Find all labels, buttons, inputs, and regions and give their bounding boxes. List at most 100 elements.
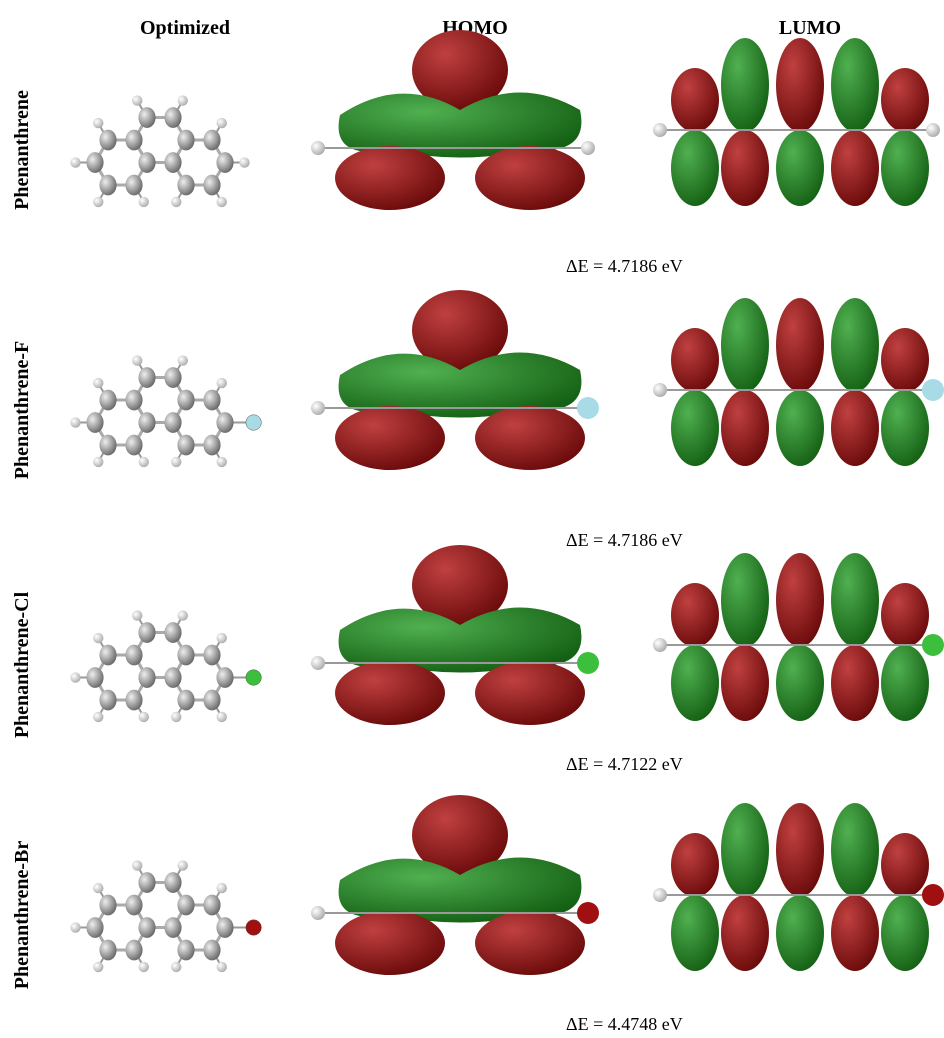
hydrogen-atom xyxy=(653,123,667,137)
carbon-atom xyxy=(177,435,194,456)
hydrogen-atom xyxy=(311,141,325,155)
carbon-atom xyxy=(164,367,181,388)
hydrogen-atom xyxy=(139,962,149,972)
carbon-atom xyxy=(177,940,194,961)
carbon-atom xyxy=(138,152,155,173)
substituent-atom xyxy=(577,397,599,419)
carbon-atom xyxy=(125,940,142,961)
hydrogen-atom xyxy=(239,157,249,167)
carbon-atom xyxy=(164,667,181,688)
hydrogen-atom xyxy=(217,457,227,467)
lobe xyxy=(721,645,769,721)
hydrogen-atom xyxy=(171,962,181,972)
carbon-atom xyxy=(99,435,116,456)
lobe xyxy=(721,895,769,971)
hydrogen-atom xyxy=(581,141,595,155)
lobe xyxy=(881,68,929,132)
lobe xyxy=(671,390,719,466)
figure: Optimized HOMO LUMO PhenanthreneΔE = 4.7… xyxy=(0,0,944,1038)
carbon-atom xyxy=(177,645,194,666)
carbon-atom xyxy=(99,690,116,711)
lobe xyxy=(671,583,719,647)
lobe xyxy=(721,390,769,466)
substituent-atom xyxy=(246,415,262,431)
hydrogen-atom xyxy=(653,638,667,652)
hydrogen-atom xyxy=(139,197,149,207)
carbon-atom xyxy=(138,107,155,128)
carbon-atom xyxy=(164,917,181,938)
hydrogen-atom xyxy=(926,123,940,137)
hydrogen-atom xyxy=(70,157,80,167)
delta-e: ΔE = 4.7186 eV xyxy=(566,530,683,550)
lobe xyxy=(475,661,585,725)
hydrogen-atom xyxy=(132,860,142,870)
carbon-atom xyxy=(164,107,181,128)
hydrogen-atom xyxy=(178,860,188,870)
lobe xyxy=(881,833,929,897)
hydrogen-atom xyxy=(178,355,188,365)
lobe xyxy=(776,645,824,721)
carbon-atom xyxy=(99,130,116,151)
lobe xyxy=(831,895,879,971)
carbon-atom xyxy=(203,175,220,196)
substituent-atom xyxy=(246,920,262,936)
substituent-atom xyxy=(922,884,944,906)
hydrogen-atom xyxy=(217,712,227,722)
hydrogen-atom xyxy=(93,118,103,128)
row: Phenanthrene-FΔE = 4.7186 eV xyxy=(11,290,944,550)
carbon-atom xyxy=(164,622,181,643)
lobe xyxy=(721,553,769,647)
lobe xyxy=(881,645,929,721)
hydrogen-atom xyxy=(93,633,103,643)
lobe xyxy=(335,146,445,210)
carbon-atom xyxy=(99,940,116,961)
row-label: Phenanthrene-Br xyxy=(11,841,33,990)
carbon-atom xyxy=(99,175,116,196)
carbon-atom xyxy=(125,390,142,411)
lobe xyxy=(335,406,445,470)
carbon-atom xyxy=(164,412,181,433)
lobe xyxy=(671,68,719,132)
lobe xyxy=(831,390,879,466)
lobe xyxy=(475,911,585,975)
hydrogen-atom xyxy=(178,610,188,620)
lobe xyxy=(475,406,585,470)
carbon-atom xyxy=(86,667,103,688)
lobe xyxy=(335,661,445,725)
carbon-atom xyxy=(216,412,233,433)
carbon-atom xyxy=(203,390,220,411)
hydrogen-atom xyxy=(311,656,325,670)
carbon-atom xyxy=(216,667,233,688)
lobe xyxy=(776,298,824,392)
lobe xyxy=(671,328,719,392)
carbon-atom xyxy=(138,622,155,643)
lobe xyxy=(831,803,879,897)
lobe xyxy=(881,390,929,466)
carbon-atom xyxy=(138,917,155,938)
lobe xyxy=(881,328,929,392)
lobe xyxy=(721,298,769,392)
carbon-atom xyxy=(164,872,181,893)
hydrogen-atom xyxy=(311,401,325,415)
lobe xyxy=(831,298,879,392)
carbon-atom xyxy=(177,175,194,196)
hydrogen-atom xyxy=(178,95,188,105)
delta-e: ΔE = 4.4748 eV xyxy=(566,1014,683,1034)
row-label: Phenanthrene-Cl xyxy=(11,591,33,738)
carbon-atom xyxy=(86,152,103,173)
hydrogen-atom xyxy=(132,610,142,620)
column-header: Optimized xyxy=(140,17,230,39)
carbon-atom xyxy=(164,152,181,173)
hydrogen-atom xyxy=(171,712,181,722)
substituent-atom xyxy=(922,379,944,401)
lobe xyxy=(671,130,719,206)
hydrogen-atom xyxy=(217,118,227,128)
carbon-atom xyxy=(203,940,220,961)
lobe xyxy=(671,833,719,897)
carbon-atom xyxy=(138,667,155,688)
hydrogen-atom xyxy=(70,417,80,427)
lobe xyxy=(831,553,879,647)
